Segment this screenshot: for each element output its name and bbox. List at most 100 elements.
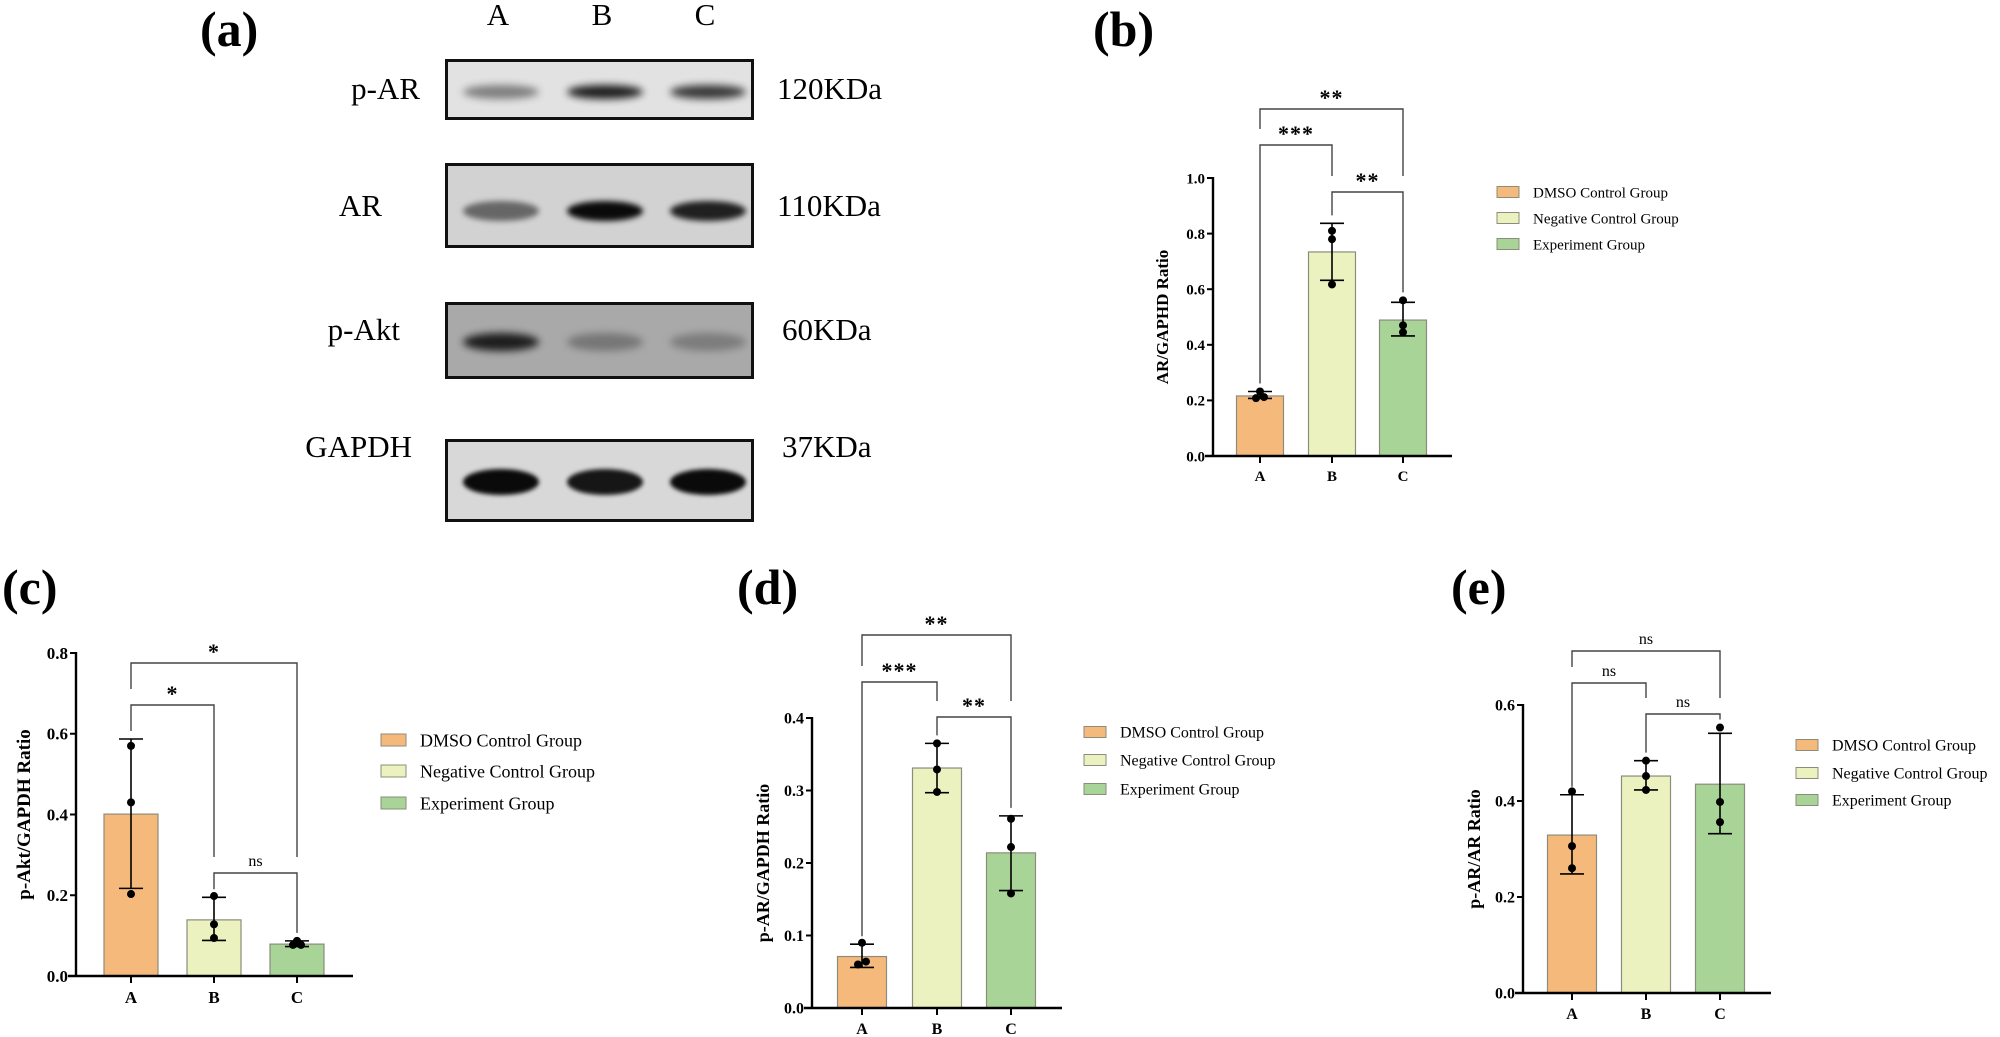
- significance-bracket-b-c: **: [936, 693, 1012, 808]
- bar-c: [269, 943, 325, 977]
- legend-swatch: [380, 733, 407, 747]
- significance-bracket-a-c: *: [130, 639, 298, 857]
- lane-label-c: C: [694, 0, 716, 32]
- x-category-label: C: [1714, 1006, 1726, 1023]
- legend-e: DMSO Control Group Negative Control Group…: [1795, 738, 1988, 810]
- band-gapdh-c: [670, 469, 746, 495]
- protein-label-p-ar: p-AR: [351, 71, 420, 106]
- y-tick-label: 0.2: [47, 886, 68, 905]
- y-axis-label: AR/GAPHD Ratio: [1153, 250, 1172, 385]
- band-ar-b: [567, 201, 643, 221]
- significance-label: ns: [1676, 694, 1690, 711]
- lane-label-b: B: [591, 0, 613, 32]
- significance-label: ns: [1639, 631, 1653, 648]
- blot-strip-gapdh: [445, 439, 754, 522]
- data-point: [210, 934, 218, 943]
- data-point: [933, 787, 941, 796]
- bar-b: [1620, 775, 1672, 994]
- x-category-label: A: [1566, 1006, 1578, 1023]
- significance-bracket-a-c: **: [861, 611, 1012, 701]
- band-gapdh-a: [463, 469, 539, 495]
- x-category-label: C: [1005, 1021, 1017, 1037]
- legend-label: Experiment Group: [1533, 237, 1645, 253]
- legend-swatch: [1083, 783, 1107, 795]
- legend-swatch: [1496, 238, 1520, 250]
- x-category-label: B: [1327, 469, 1337, 485]
- legend-swatch: [380, 764, 407, 778]
- y-axis-label: p-AR/AR Ratio: [1464, 789, 1484, 909]
- legend-swatch: [1083, 754, 1107, 766]
- legend-label: DMSO Control Group: [1533, 185, 1668, 201]
- lane-label-a: A: [486, 0, 510, 32]
- legend-c: DMSO Control Group Negative Control Group…: [380, 730, 595, 813]
- legend-label: Experiment Group: [1120, 782, 1240, 799]
- significance-bracket-a-b: *: [130, 681, 215, 857]
- legend-label: DMSO Control Group: [420, 730, 582, 750]
- data-point: [1007, 814, 1015, 823]
- legend-label: Negative Control Group: [1533, 211, 1679, 227]
- data-point: [210, 920, 218, 929]
- significance-bracket-a-b: ***: [1259, 121, 1333, 384]
- data-point: [1642, 785, 1650, 794]
- band-p-ar-c: [670, 85, 746, 99]
- y-tick-label: 0.4: [1186, 338, 1205, 354]
- y-tick-label: 0.3: [784, 783, 804, 800]
- significance-bracket-b-c: ns: [213, 853, 298, 933]
- data-point: [1260, 393, 1268, 402]
- y-tick-label: 0.6: [47, 725, 68, 744]
- y-axis-label: p-Akt/GAPDH Ratio: [14, 729, 35, 899]
- band-gapdh-b: [567, 469, 643, 495]
- y-tick-label: 0.4: [1495, 794, 1515, 811]
- data-point: [1256, 387, 1264, 396]
- data-point: [1568, 864, 1576, 873]
- legend-swatch: [1795, 794, 1819, 806]
- band-p-ar-a: [463, 85, 539, 99]
- y-tick-label: 0.0: [47, 967, 68, 986]
- blot-strip-ar: [445, 163, 754, 248]
- x-category-label: B: [932, 1021, 943, 1037]
- legend-label: DMSO Control Group: [1120, 725, 1264, 742]
- data-point: [1399, 321, 1407, 330]
- data-point: [127, 890, 135, 899]
- legend-swatch: [1496, 212, 1520, 224]
- band-p-ar-b: [567, 85, 643, 99]
- y-tick-label: 0.4: [47, 805, 69, 824]
- legend-label: Negative Control Group: [420, 761, 595, 781]
- bar-b: [911, 767, 963, 1009]
- band-p-akt-c: [670, 333, 746, 351]
- data-point: [1399, 296, 1407, 305]
- legend-swatch: [1083, 726, 1107, 738]
- significance-label: **: [925, 611, 949, 636]
- panel-label-c: (c): [2, 559, 58, 615]
- x-category-label: A: [125, 988, 138, 1007]
- legend-label: Negative Control Group: [1832, 766, 1988, 783]
- size-label-p-ar: 120KDa: [777, 71, 883, 106]
- data-point: [1399, 328, 1407, 337]
- band-ar-c: [670, 201, 746, 221]
- y-tick-label: 0.2: [784, 856, 804, 873]
- significance-label: ns: [248, 853, 262, 870]
- legend-label: Negative Control Group: [1120, 753, 1276, 770]
- error-bar-c: [1708, 732, 1732, 835]
- protein-label-gapdh: GAPDH: [305, 429, 412, 464]
- data-point: [858, 938, 866, 947]
- x-category-label: A: [1255, 469, 1266, 485]
- y-tick-label: 0.8: [47, 644, 68, 663]
- data-point: [854, 960, 862, 969]
- significance-bracket-a-b: ns: [1571, 663, 1647, 787]
- significance-bracket-b-c: ns: [1645, 694, 1721, 753]
- band-p-akt-a: [463, 333, 539, 351]
- significance-bracket-a-b: ***: [861, 658, 938, 937]
- data-point: [1007, 843, 1015, 852]
- data-point: [1568, 787, 1576, 796]
- data-point: [1716, 818, 1724, 827]
- legend-label: DMSO Control Group: [1832, 738, 1976, 755]
- data-point: [1252, 394, 1260, 403]
- significance-label: ns: [1602, 663, 1616, 680]
- x-category-label: B: [1641, 1006, 1652, 1023]
- bar-c: [1378, 319, 1428, 457]
- data-point: [1007, 889, 1015, 898]
- data-point: [933, 765, 941, 774]
- y-tick-label: 0.4: [784, 711, 804, 728]
